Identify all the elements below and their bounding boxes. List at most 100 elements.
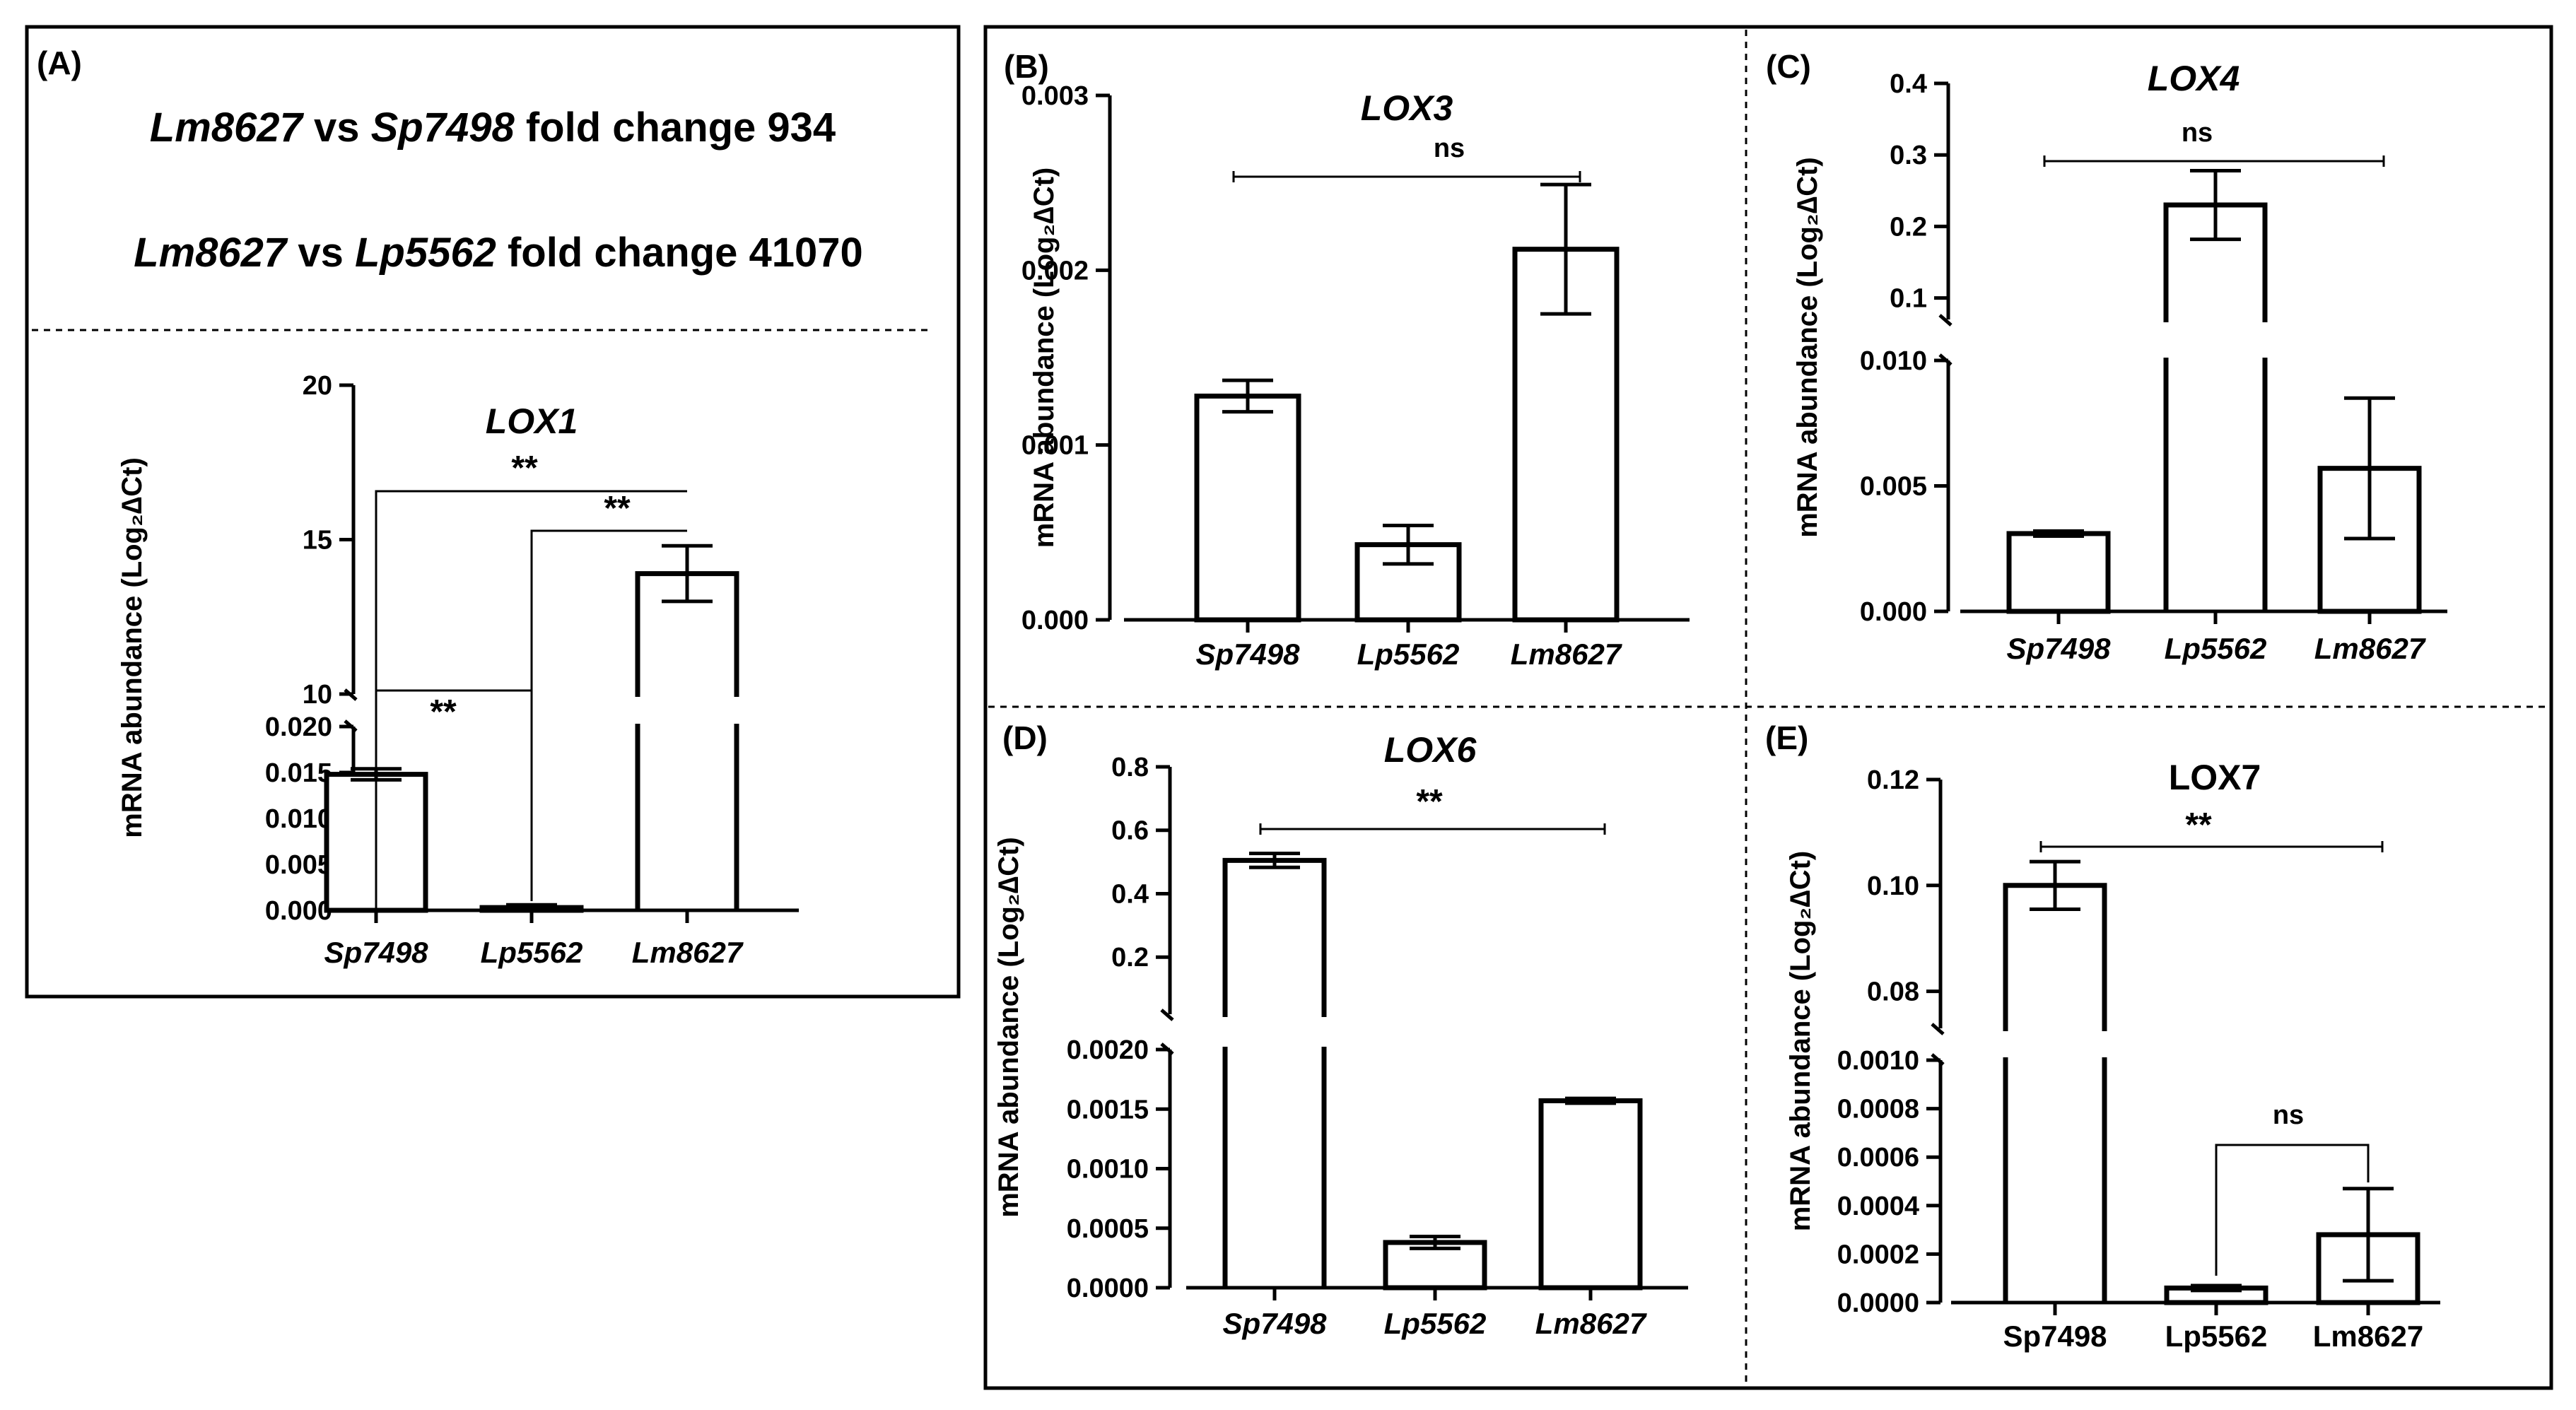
chart-panel-b: (B) 0.000 0.001 0.002 0.003 Sp7498 Lp5562 Lm862… (1004, 48, 1690, 671)
y-tick-label: 0.010 (265, 804, 332, 834)
fold-change-line-2-a: Lm8627 (134, 230, 288, 276)
significance-bracket (375, 490, 687, 910)
y-tick-label: 0.002 (1021, 256, 1089, 286)
y-axis-label: mRNA abundance (Log₂∆Ct) (993, 837, 1024, 1218)
y-tick-label: 0.0008 (1837, 1095, 1919, 1124)
chart-panel-d: (D) 0.0000 0.0005 0.0010 0.0015 0.0020 0.2 0.4 0… (993, 719, 1688, 1340)
fold-change-line-1-d: fold change 934 (515, 105, 836, 151)
y-axis-label: mRNA abundance (Log₂∆Ct) (1029, 168, 1060, 548)
y-tick-label: 0.3 (1890, 141, 1927, 170)
y-tick-label: 0.000 (1021, 606, 1089, 635)
panels-b-e-frame (983, 25, 2553, 1390)
fold-change-line-2: Lm8627 vs Lp5562 fold change 41070 (134, 230, 863, 276)
chart-title: LOX1 (486, 401, 578, 441)
y-tick-label: 0.0000 (1837, 1288, 1919, 1318)
bar (1194, 393, 1301, 623)
chart-title: LOX4 (2148, 59, 2240, 98)
significance-bracket (375, 689, 533, 742)
y-tick-label: 0.005 (1860, 472, 1927, 502)
y-tick-label: 0.8 (1111, 753, 1149, 782)
x-tick-label: Sp7498 (1195, 638, 1300, 671)
y-tick-label: 0.4 (1111, 879, 1149, 909)
significance-label: ns (1434, 134, 1465, 163)
y-tick-label: 0.000 (265, 896, 332, 926)
y-tick-label: 0.000 (1860, 597, 1927, 627)
x-tick-label: Lp5562 (481, 936, 583, 969)
x-tick-label: Lm8627 (2313, 1320, 2423, 1353)
fold-change-line-2-c: Lp5562 (355, 230, 496, 276)
significance-label: ** (604, 490, 631, 527)
fold-change-line-1-b: vs (303, 105, 371, 151)
bar (2006, 531, 2111, 614)
y-tick-label: 0.0006 (1837, 1143, 1919, 1173)
y-axis-label: mRNA abundance (Log₂∆Ct) (1792, 157, 1823, 538)
y-tick-label: 0.0002 (1837, 1240, 1919, 1269)
panel-a-frame (25, 25, 961, 999)
y-tick-label: 0.2 (1111, 943, 1149, 973)
fold-change-line-1-a: Lm8627 (150, 105, 305, 151)
axis-break-mark (1938, 353, 1953, 366)
y-tick-label: 0.0005 (1067, 1214, 1149, 1244)
y-tick-label: 10 (303, 680, 332, 710)
x-tick-label: Lm8627 (632, 936, 744, 969)
y-tick-label: 0.001 (1021, 431, 1089, 461)
x-tick-label: Lp5562 (1384, 1307, 1487, 1340)
y-tick-label: 0.1 (1890, 284, 1927, 314)
y-tick-label: 0.6 (1111, 816, 1149, 846)
y-axis-label: mRNA abundance (Log₂∆Ct) (117, 457, 148, 838)
x-tick-label: Lm8627 (1535, 1307, 1647, 1340)
y-tick-label: 0.005 (265, 850, 332, 880)
significance-label: ns (2273, 1100, 2304, 1130)
fold-change-line-2-b: vs (286, 230, 355, 276)
x-tick-label: Sp7498 (324, 936, 428, 969)
bar (1222, 857, 1327, 1288)
y-tick-label: 0.12 (1867, 765, 1919, 795)
x-tick-label: Lm8627 (2314, 632, 2426, 665)
x-tick-label: Sp7498 (1222, 1307, 1327, 1340)
panel-label: (A) (37, 45, 82, 81)
chart-title: LOX6 (1384, 730, 1477, 770)
panel-label: (B) (1004, 48, 1049, 85)
fold-change-line-1-c: Sp7498 (371, 105, 515, 151)
x-tick-label: Lm8627 (1511, 638, 1622, 671)
x-tick-label: Lp5562 (2165, 1320, 2268, 1353)
axis-break-mark (1938, 314, 1953, 327)
bar (2163, 202, 2268, 611)
bar (635, 571, 739, 910)
axis-break-mark (1160, 1042, 1174, 1055)
significance-label: ** (1416, 783, 1443, 821)
chart-title: LOX3 (1361, 88, 1453, 128)
significance-label: ** (511, 450, 538, 487)
bar (1538, 1098, 1643, 1291)
chart-panel-e: (E) 0.0000 0.0002 0.0004 0.0006 0.0008 0.0010 0… (1765, 719, 2440, 1353)
panel-label: (C) (1766, 48, 1811, 85)
y-tick-label: 0.0010 (1067, 1155, 1149, 1185)
y-tick-label: 0.2 (1890, 212, 1927, 242)
y-tick-label: 15 (303, 526, 332, 556)
axis-break-mark (1160, 1009, 1174, 1021)
bar (2003, 883, 2107, 1303)
chart-title: LOX7 (2169, 758, 2261, 797)
y-tick-label: 0.0015 (1067, 1095, 1149, 1124)
fold-change-line-2-d: fold change 41070 (496, 230, 863, 276)
axis-break-mark (344, 719, 358, 732)
panel-label: (E) (1765, 719, 1808, 756)
y-tick-label: 0.4 (1890, 69, 1927, 99)
y-axis-label: mRNA abundance (Log₂∆Ct) (1785, 851, 1816, 1232)
significance-label: ns (2182, 118, 2213, 148)
axis-break-mark (1931, 1023, 1945, 1035)
y-tick-label: 0.010 (1860, 346, 1927, 376)
axis-break-mark (1931, 1053, 1945, 1066)
x-tick-label: Lp5562 (1357, 638, 1460, 671)
x-tick-label: Sp7498 (2006, 632, 2111, 665)
y-tick-label: 20 (303, 371, 332, 401)
y-tick-label: 0.0004 (1837, 1192, 1919, 1221)
y-tick-label: 0.0010 (1837, 1046, 1919, 1076)
y-tick-label: 0.0020 (1067, 1035, 1149, 1065)
panel-label: (D) (1002, 719, 1048, 756)
y-tick-label: 0.0000 (1067, 1274, 1149, 1303)
y-tick-label: 0.10 (1867, 871, 1919, 901)
